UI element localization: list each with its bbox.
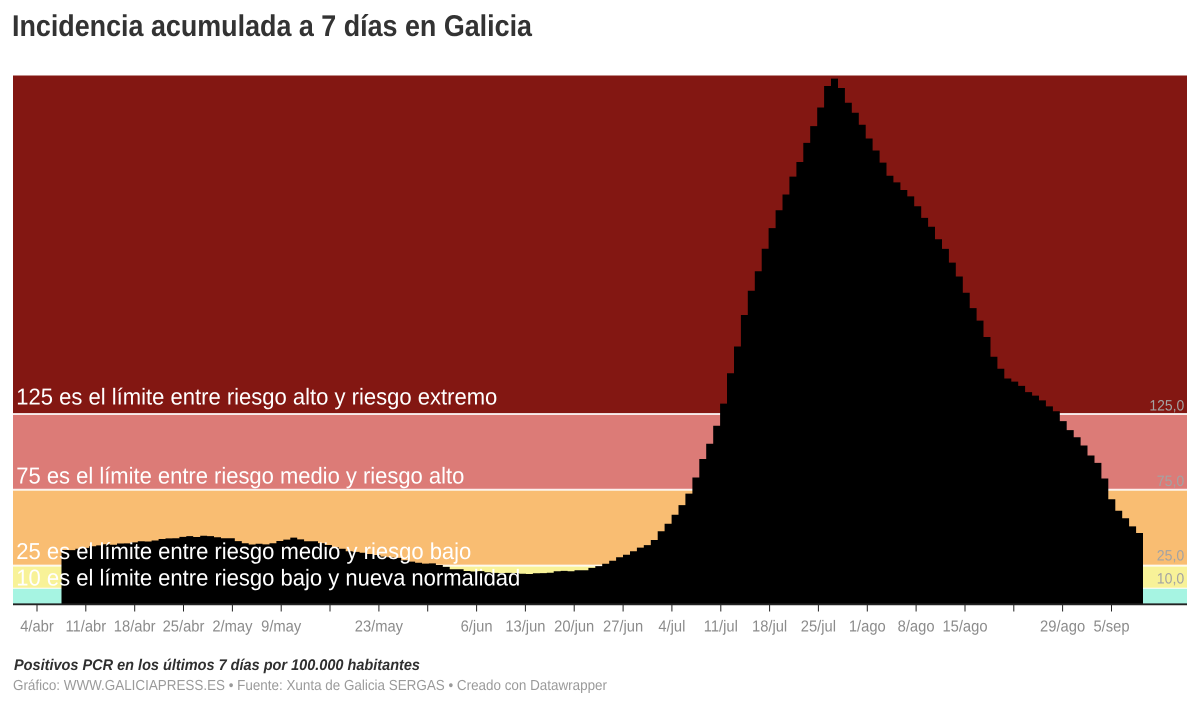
svg-text:9/may: 9/may: [261, 619, 301, 636]
svg-text:8/ago: 8/ago: [898, 619, 935, 636]
svg-text:1/ago: 1/ago: [849, 619, 886, 636]
svg-text:Incidencia acumulada a 7 días: Incidencia acumulada a 7 días en Galicia: [12, 10, 532, 43]
svg-text:75,0: 75,0: [1157, 473, 1185, 490]
svg-text:15/ago: 15/ago: [942, 619, 987, 636]
svg-text:10 es el límite entre riesgo b: 10 es el límite entre riesgo bajo y nuev…: [16, 565, 520, 591]
svg-text:125 es el límite entre riesgo: 125 es el límite entre riesgo alto y rie…: [16, 383, 497, 409]
svg-text:125,0: 125,0: [1149, 397, 1184, 414]
svg-text:13/jun: 13/jun: [505, 619, 545, 636]
svg-text:75 es el límite entre riesgo m: 75 es el límite entre riesgo medio y rie…: [16, 463, 464, 489]
svg-text:4/jul: 4/jul: [658, 619, 685, 636]
svg-text:29/ago: 29/ago: [1040, 619, 1085, 636]
svg-text:11/jul: 11/jul: [704, 619, 738, 636]
svg-text:20/jun: 20/jun: [554, 619, 594, 636]
svg-text:18/abr: 18/abr: [114, 619, 156, 636]
svg-text:25,0: 25,0: [1157, 548, 1185, 565]
svg-text:25/abr: 25/abr: [163, 619, 205, 636]
svg-text:5/sep: 5/sep: [1094, 619, 1130, 636]
svg-text:18/jul: 18/jul: [752, 619, 787, 636]
svg-text:25 es el límite entre riesgo m: 25 es el límite entre riesgo medio y rie…: [16, 538, 471, 564]
svg-text:11/abr: 11/abr: [65, 619, 106, 636]
svg-text:25/jul: 25/jul: [801, 619, 836, 636]
svg-text:23/may: 23/may: [355, 619, 403, 636]
svg-text:Gráfico: WWW.GALICIAPRESS.ES •: Gráfico: WWW.GALICIAPRESS.ES • Fuente: X…: [13, 678, 607, 694]
svg-text:4/abr: 4/abr: [20, 619, 54, 636]
svg-text:6/jun: 6/jun: [461, 619, 493, 636]
svg-text:27/jun: 27/jun: [603, 619, 643, 636]
svg-text:Positivos PCR en los últimos 7: Positivos PCR en los últimos 7 días por …: [14, 657, 420, 674]
svg-text:2/may: 2/may: [212, 619, 252, 636]
svg-text:10,0: 10,0: [1157, 571, 1185, 588]
